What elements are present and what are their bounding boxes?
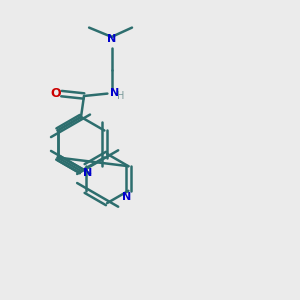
Text: N: N (83, 167, 92, 178)
Text: N: N (122, 192, 131, 203)
Text: N: N (110, 88, 119, 98)
Text: H: H (117, 91, 125, 101)
Text: O: O (51, 87, 62, 100)
Text: N: N (107, 34, 116, 44)
